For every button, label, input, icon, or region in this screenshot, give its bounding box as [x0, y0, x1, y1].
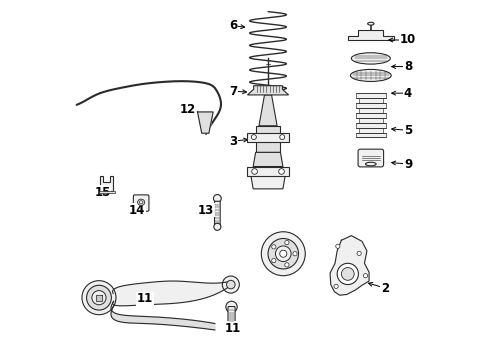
Polygon shape: [259, 95, 277, 126]
Text: 8: 8: [404, 60, 412, 73]
Ellipse shape: [366, 162, 376, 166]
Text: 7: 7: [230, 85, 238, 98]
Circle shape: [271, 245, 276, 249]
Polygon shape: [256, 126, 280, 152]
Circle shape: [280, 135, 285, 140]
Text: 4: 4: [404, 87, 412, 100]
Text: 11: 11: [137, 292, 153, 305]
Text: 13: 13: [198, 204, 214, 217]
Circle shape: [268, 238, 298, 269]
Polygon shape: [359, 98, 383, 103]
Circle shape: [222, 276, 239, 293]
Polygon shape: [111, 301, 215, 330]
Polygon shape: [356, 93, 386, 98]
Text: 12: 12: [180, 103, 196, 116]
Circle shape: [92, 291, 106, 305]
Circle shape: [357, 251, 361, 256]
Polygon shape: [197, 112, 213, 133]
Text: 2: 2: [381, 282, 389, 294]
Polygon shape: [356, 123, 386, 128]
Ellipse shape: [351, 53, 391, 64]
Circle shape: [342, 267, 354, 280]
FancyBboxPatch shape: [228, 306, 235, 326]
Ellipse shape: [139, 201, 143, 204]
Polygon shape: [356, 132, 386, 138]
Circle shape: [261, 232, 305, 276]
Ellipse shape: [350, 69, 391, 81]
FancyBboxPatch shape: [133, 195, 149, 211]
Circle shape: [275, 246, 291, 261]
Text: 5: 5: [404, 124, 412, 137]
Circle shape: [285, 240, 289, 245]
Polygon shape: [253, 152, 283, 167]
Ellipse shape: [138, 199, 145, 206]
Circle shape: [334, 284, 338, 288]
Polygon shape: [113, 281, 228, 306]
Ellipse shape: [214, 223, 221, 230]
Circle shape: [285, 263, 289, 267]
Circle shape: [271, 258, 276, 263]
Polygon shape: [247, 133, 289, 142]
Circle shape: [226, 280, 235, 289]
Polygon shape: [251, 176, 285, 189]
Polygon shape: [348, 30, 394, 40]
Circle shape: [364, 274, 368, 278]
Polygon shape: [356, 103, 386, 108]
Polygon shape: [96, 295, 102, 301]
Polygon shape: [359, 108, 383, 113]
Polygon shape: [359, 118, 383, 123]
Text: 1: 1: [284, 252, 292, 265]
Polygon shape: [247, 86, 289, 95]
Text: 14: 14: [129, 204, 145, 217]
Polygon shape: [359, 128, 383, 132]
Circle shape: [337, 263, 358, 284]
Text: 11: 11: [225, 321, 242, 335]
Text: 6: 6: [229, 19, 238, 32]
Circle shape: [280, 250, 287, 257]
Polygon shape: [356, 113, 386, 118]
Polygon shape: [100, 176, 113, 192]
Polygon shape: [247, 167, 289, 176]
Circle shape: [87, 285, 111, 310]
FancyBboxPatch shape: [358, 149, 384, 167]
Circle shape: [82, 281, 116, 315]
Polygon shape: [99, 192, 115, 193]
Text: 3: 3: [230, 135, 238, 148]
Circle shape: [336, 244, 340, 248]
Circle shape: [252, 168, 257, 174]
Ellipse shape: [214, 194, 221, 202]
FancyBboxPatch shape: [215, 201, 220, 226]
Text: 9: 9: [404, 158, 412, 171]
Text: 15: 15: [95, 186, 111, 199]
Ellipse shape: [368, 22, 374, 25]
Circle shape: [293, 252, 297, 256]
Circle shape: [226, 301, 237, 312]
Polygon shape: [330, 236, 369, 295]
Circle shape: [251, 135, 256, 140]
Circle shape: [279, 168, 284, 174]
Text: 10: 10: [400, 33, 416, 46]
